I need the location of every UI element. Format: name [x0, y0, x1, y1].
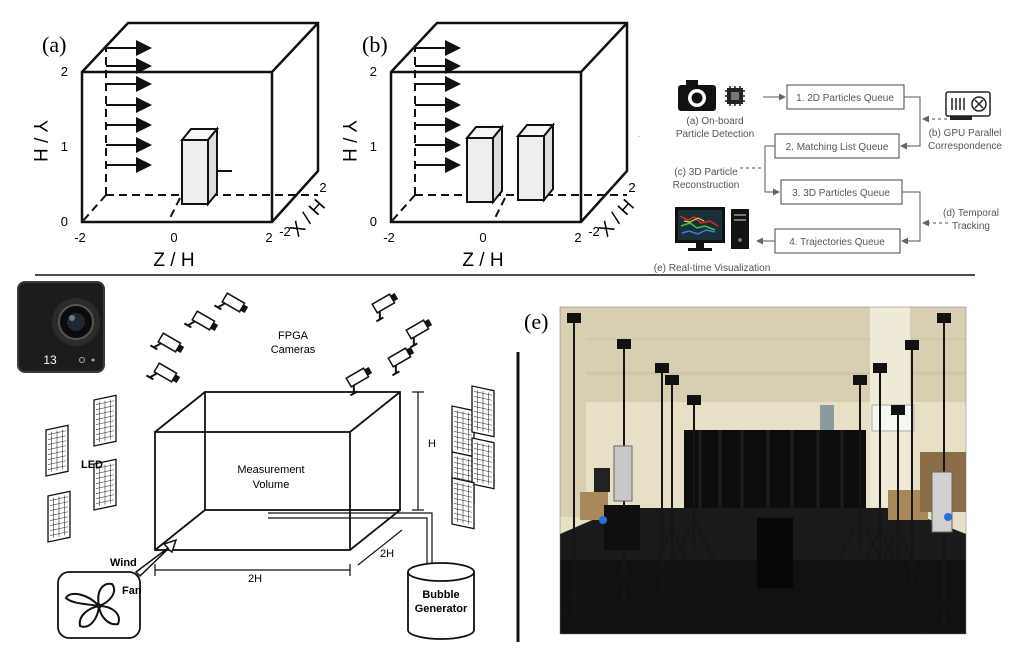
queue-4-label: 4. Trajectories Queue — [789, 237, 885, 248]
security-camera-icon — [371, 292, 399, 323]
height-label: H — [428, 438, 436, 450]
bubble-tubes — [268, 512, 433, 565]
queue-3-label: 3. 3D Particles Queue — [792, 188, 890, 199]
caption-gpu: (b) GPU Parallel Correspondence — [928, 128, 1002, 152]
svg-text:.: . — [638, 130, 640, 139]
tripod-camera — [905, 340, 919, 350]
security-camera-icon — [149, 332, 185, 354]
led-label: LED — [81, 459, 103, 471]
security-camera-icon — [345, 366, 373, 397]
b-xtick: -2 — [588, 224, 600, 239]
panel-a-letter: (a) — [42, 32, 66, 57]
a-ztick: -2 — [74, 230, 86, 245]
queue-1-label: 1. 2D Particles Queue — [796, 93, 894, 104]
panel-b: (b) 2 1 — [338, 21, 639, 271]
b-z-axis-label: Z / H — [462, 250, 503, 271]
pipeline-diagram: 1. 2D Particles Queue 2. Matching List Q… — [638, 80, 1002, 274]
monitor-icon — [675, 207, 725, 251]
computer-tower-icon — [731, 209, 749, 249]
led-panel — [471, 385, 495, 438]
security-camera-icon — [145, 362, 181, 384]
a-x-axis-label: X / H — [286, 196, 330, 241]
panel-a: (a) 2 1 0 — [29, 21, 330, 271]
measurement-volume — [154, 391, 401, 551]
prism-front — [464, 124, 505, 205]
a-ztick: 2 — [265, 230, 272, 245]
security-camera-icon — [183, 310, 219, 332]
a-xtick: 2 — [319, 180, 326, 195]
fpga-cameras-label: FPGA Cameras — [271, 330, 316, 356]
tripod-camera — [891, 405, 905, 415]
panel-b-letter: (b) — [362, 32, 388, 57]
queue-2-label: 2. Matching List Queue — [786, 142, 889, 153]
inflow-arrows — [415, 40, 461, 173]
photo-letter: (e) — [524, 309, 548, 334]
b-ztick: 2 — [574, 230, 581, 245]
tripod-camera — [853, 375, 867, 385]
a-z-axis-label: Z / H — [153, 250, 194, 271]
led-panel — [471, 437, 495, 490]
camera-photo: 13 — [17, 281, 105, 373]
a-ytick: 2 — [61, 64, 68, 79]
led-panel — [47, 490, 71, 543]
tripod-camera — [937, 313, 951, 323]
bubble-generator — [407, 562, 475, 640]
tripod-camera — [665, 375, 679, 385]
measurement-volume-label: Measurement Volume — [237, 464, 304, 491]
caption-recon: (c) 3D Particle Reconstruction — [673, 167, 740, 191]
center-object — [757, 518, 793, 588]
b-x-axis-label: X / H — [595, 196, 639, 241]
b-ytick: 2 — [370, 64, 377, 79]
bubble-generator-label: Bubble Generator — [415, 589, 468, 615]
b-ztick: 0 — [479, 230, 486, 245]
prism-back — [515, 122, 556, 203]
black-curtain — [684, 430, 866, 520]
b-y-axis-label: Y / H — [338, 120, 359, 162]
security-camera-icon — [213, 292, 249, 314]
camera-icon — [678, 80, 716, 111]
depth-label: 2H — [380, 548, 394, 560]
a-ztick: 0 — [170, 230, 177, 245]
caption-onboard: (a) On-board Particle Detection — [676, 116, 754, 140]
led-panels — [45, 385, 495, 543]
inflow-arrows — [106, 40, 152, 173]
a-ytick: 1 — [61, 139, 68, 154]
tripod-camera — [617, 339, 631, 349]
caption-viz: (e) Real-time Visualization — [654, 263, 771, 274]
led-panel — [93, 458, 117, 511]
queue-box-2 — [774, 133, 900, 159]
caption-temporal: (d) Temporal Tracking — [943, 208, 999, 232]
led-panel — [45, 424, 69, 477]
a-xtick: -2 — [279, 224, 291, 239]
wind-label: Wind — [110, 557, 137, 569]
chip-icon — [725, 86, 745, 106]
width-label: 2H — [248, 573, 262, 585]
security-camera-icon — [405, 318, 433, 349]
fan-label: Fan — [122, 585, 142, 597]
led-panel — [451, 477, 475, 530]
lab-photo: (e) — [524, 306, 967, 635]
tripod-camera — [687, 395, 701, 405]
fan-icon — [57, 571, 141, 639]
setup-diagram: 13 FPGA Cameras LED Measurement Volume — [17, 281, 495, 640]
b-ytick: 1 — [370, 139, 377, 154]
gpu-icon — [945, 91, 991, 120]
fpga-camera-icons — [145, 292, 433, 397]
b-ytick: 0 — [370, 214, 377, 229]
led-panel — [93, 394, 117, 447]
tripod-camera — [567, 313, 581, 323]
security-camera-icon — [387, 346, 415, 377]
b-ztick: -2 — [383, 230, 395, 245]
queue-box-3 — [780, 179, 903, 205]
a-y-axis-label: Y / H — [29, 120, 50, 162]
wind-arrow — [134, 538, 178, 578]
led-panel — [451, 405, 475, 458]
prism-single — [179, 126, 232, 207]
tripod-camera — [655, 363, 669, 373]
a-ytick: 0 — [61, 214, 68, 229]
camera-display: 13 — [43, 353, 57, 367]
b-xtick: 2 — [628, 180, 635, 195]
tripod-camera — [873, 363, 887, 373]
